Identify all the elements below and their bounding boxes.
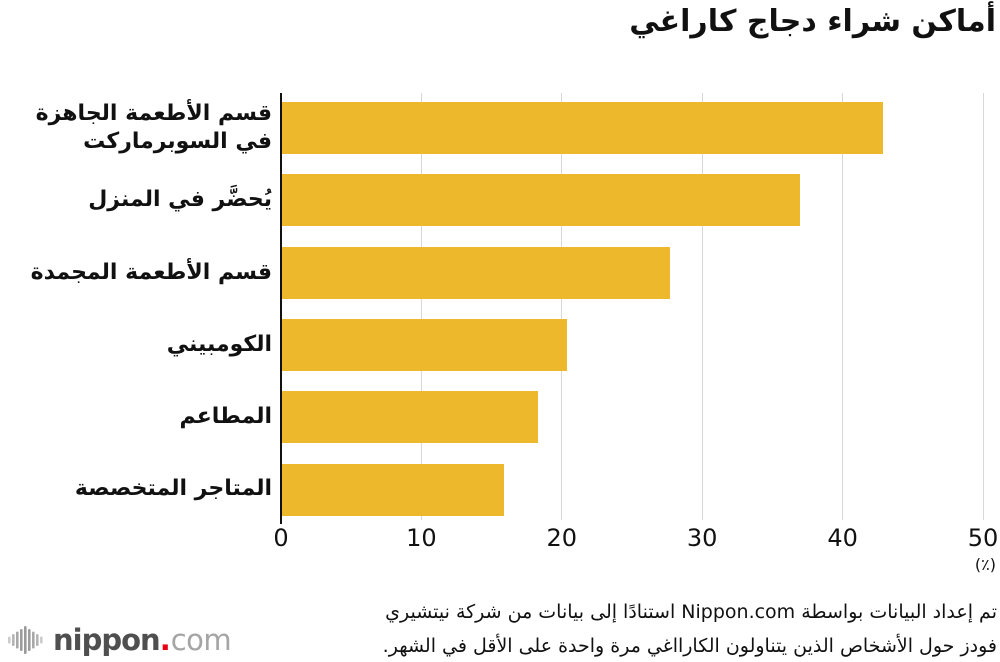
source-note-line2: فودز حول الأشخاص الذين يتناولون الكارااغ… [382,635,997,657]
bar [282,174,801,227]
category-label: المطاعم [179,404,272,430]
logo-dot: . [159,623,171,657]
axis-unit-label: (٪) [974,555,996,574]
gridline-50 [982,93,984,520]
source-note: تم إعداد البيانات بواسطة Nippon.com استن… [383,595,997,662]
gridline-10 [420,93,422,520]
x-tick-label: 10 [406,524,437,552]
x-tick-label: 20 [546,524,578,552]
bar [282,102,883,154]
gridline-20 [561,93,563,520]
x-tick-label: 50 [967,524,999,552]
nippon-logo: nippon. com [8,621,232,659]
source-note-line1: تم إعداد البيانات بواسطة Nippon.com استن… [385,601,997,623]
x-tick-label: 0 [273,524,289,552]
bar [282,391,538,444]
category-label: قسم الأطعمة المجمدة [30,259,272,285]
gridline-40 [842,93,844,520]
category-label: المتاجر المتخصصة [74,476,272,502]
bar [282,318,567,371]
bar [282,246,670,299]
bar [282,463,504,516]
chart-title: أماكن شراء دجاج كاراغي [629,4,996,39]
category-label: قسم الأطعمة الجاهزة في السوبرماركت [35,100,272,154]
waveform-bars-icon [8,626,43,654]
logo-tld-text: com [170,623,232,657]
category-label: الكومبيني [166,331,272,357]
x-tick-label: 30 [686,524,718,552]
gridline-30 [701,93,703,520]
logo-brand-text: nippon [53,623,161,657]
y-axis-line [280,93,282,524]
category-label: يُحضَّر في المنزل [88,187,272,213]
x-tick-label: 40 [827,524,858,552]
